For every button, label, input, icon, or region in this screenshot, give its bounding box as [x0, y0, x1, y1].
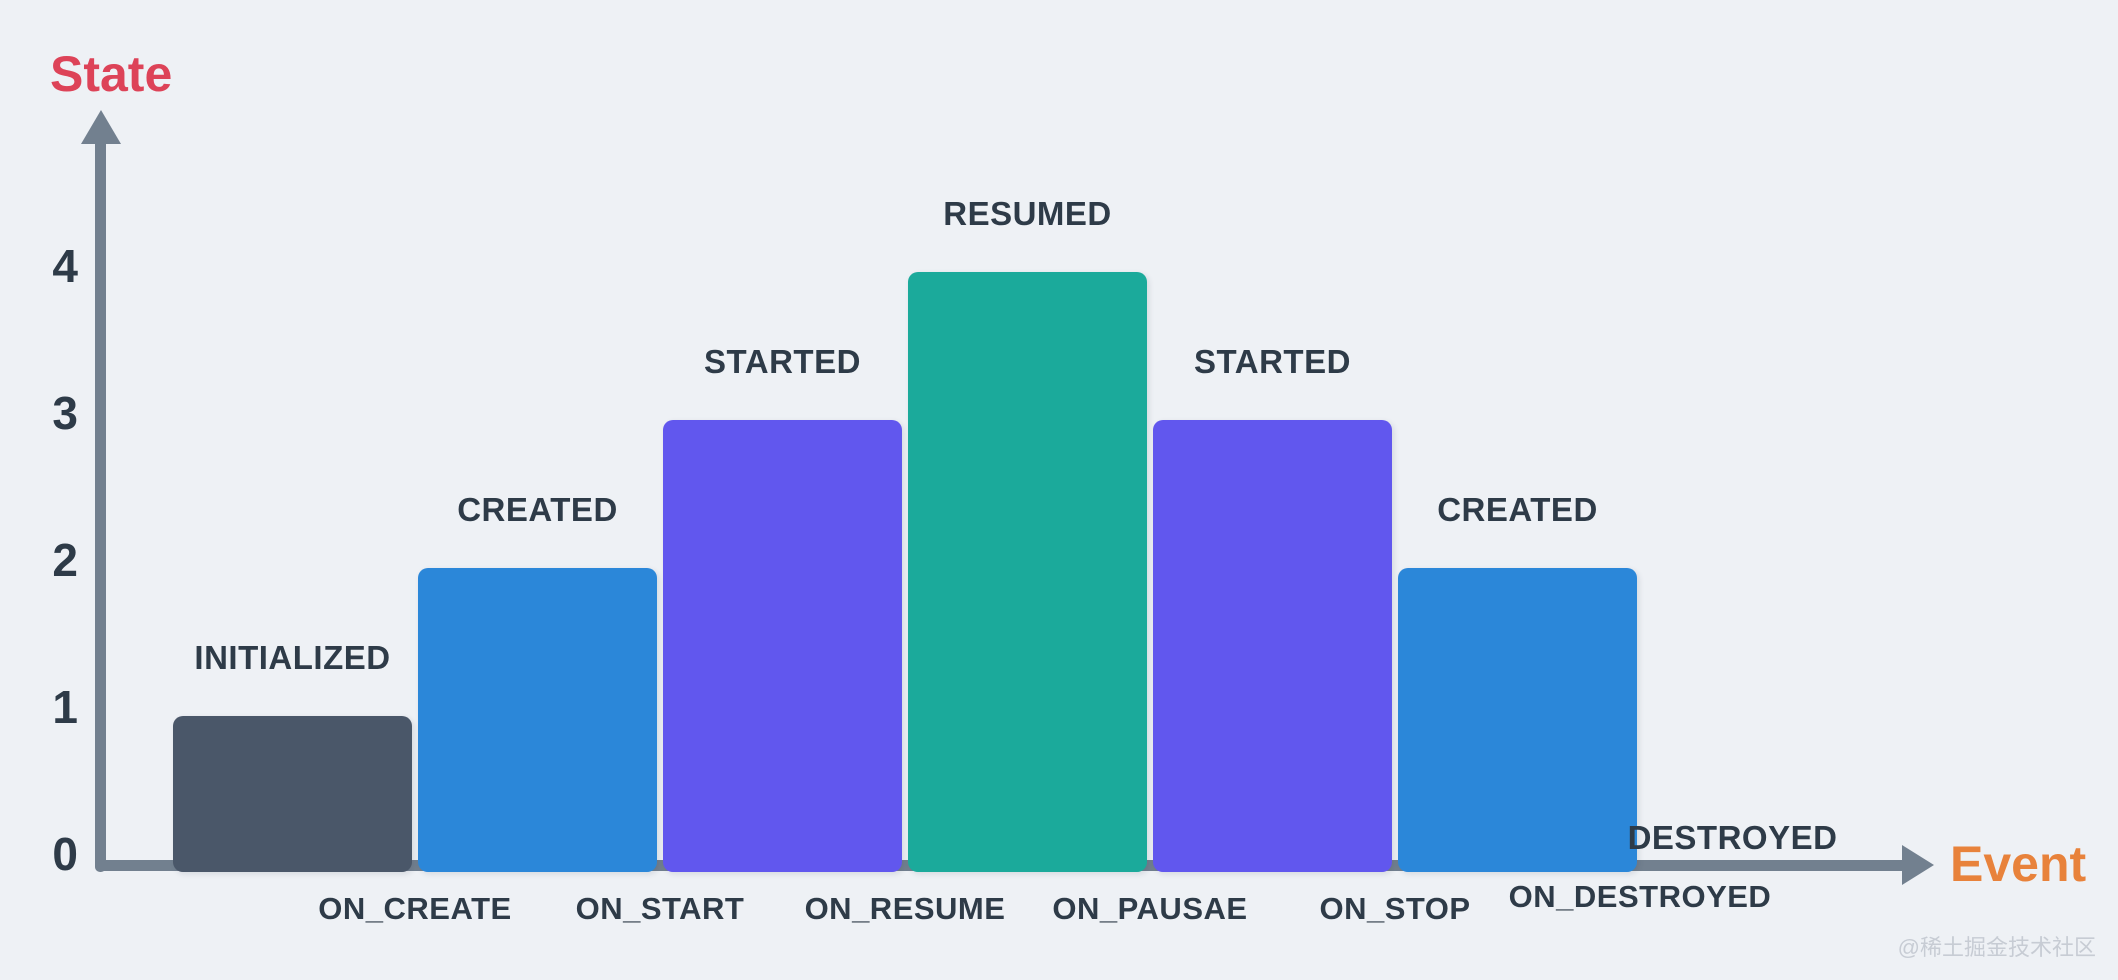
state-label: DESTROYED: [1627, 819, 1838, 856]
x-event-label: ON_PAUSAE: [1052, 891, 1248, 926]
state-label: INITIALIZED: [194, 639, 391, 676]
x-event-label: ON_STOP: [1319, 891, 1471, 926]
watermark: @稀土掘金技术社区: [1897, 935, 2096, 960]
bar-started-2: [663, 420, 902, 872]
y-tick-label: 4: [52, 240, 78, 292]
bar-initialized-0: [173, 716, 412, 872]
state-label: STARTED: [704, 343, 861, 380]
y-axis-title: State: [50, 46, 173, 102]
y-tick-label: 0: [52, 828, 78, 880]
state-label: CREATED: [457, 491, 618, 528]
x-event-label: ON_START: [575, 891, 745, 926]
y-tick-label: 2: [52, 534, 78, 586]
y-tick-label: 1: [52, 681, 78, 733]
state-label: CREATED: [1437, 491, 1598, 528]
state-label: STARTED: [1194, 343, 1351, 380]
y-tick-label: 3: [52, 387, 78, 439]
x-event-label: ON_DESTROYED: [1508, 879, 1772, 914]
state-label: RESUMED: [943, 195, 1112, 232]
bar-created-1: [418, 568, 657, 872]
bar-started-4: [1153, 420, 1392, 872]
x-event-label: ON_RESUME: [804, 891, 1006, 926]
bar-resumed-3: [908, 272, 1147, 872]
bar-created-5: [1398, 568, 1637, 872]
x-axis-title: Event: [1950, 836, 2087, 892]
x-axis-arrow-icon: [1902, 845, 1934, 885]
y-axis-line: [95, 138, 106, 872]
x-event-label: ON_CREATE: [318, 891, 512, 926]
